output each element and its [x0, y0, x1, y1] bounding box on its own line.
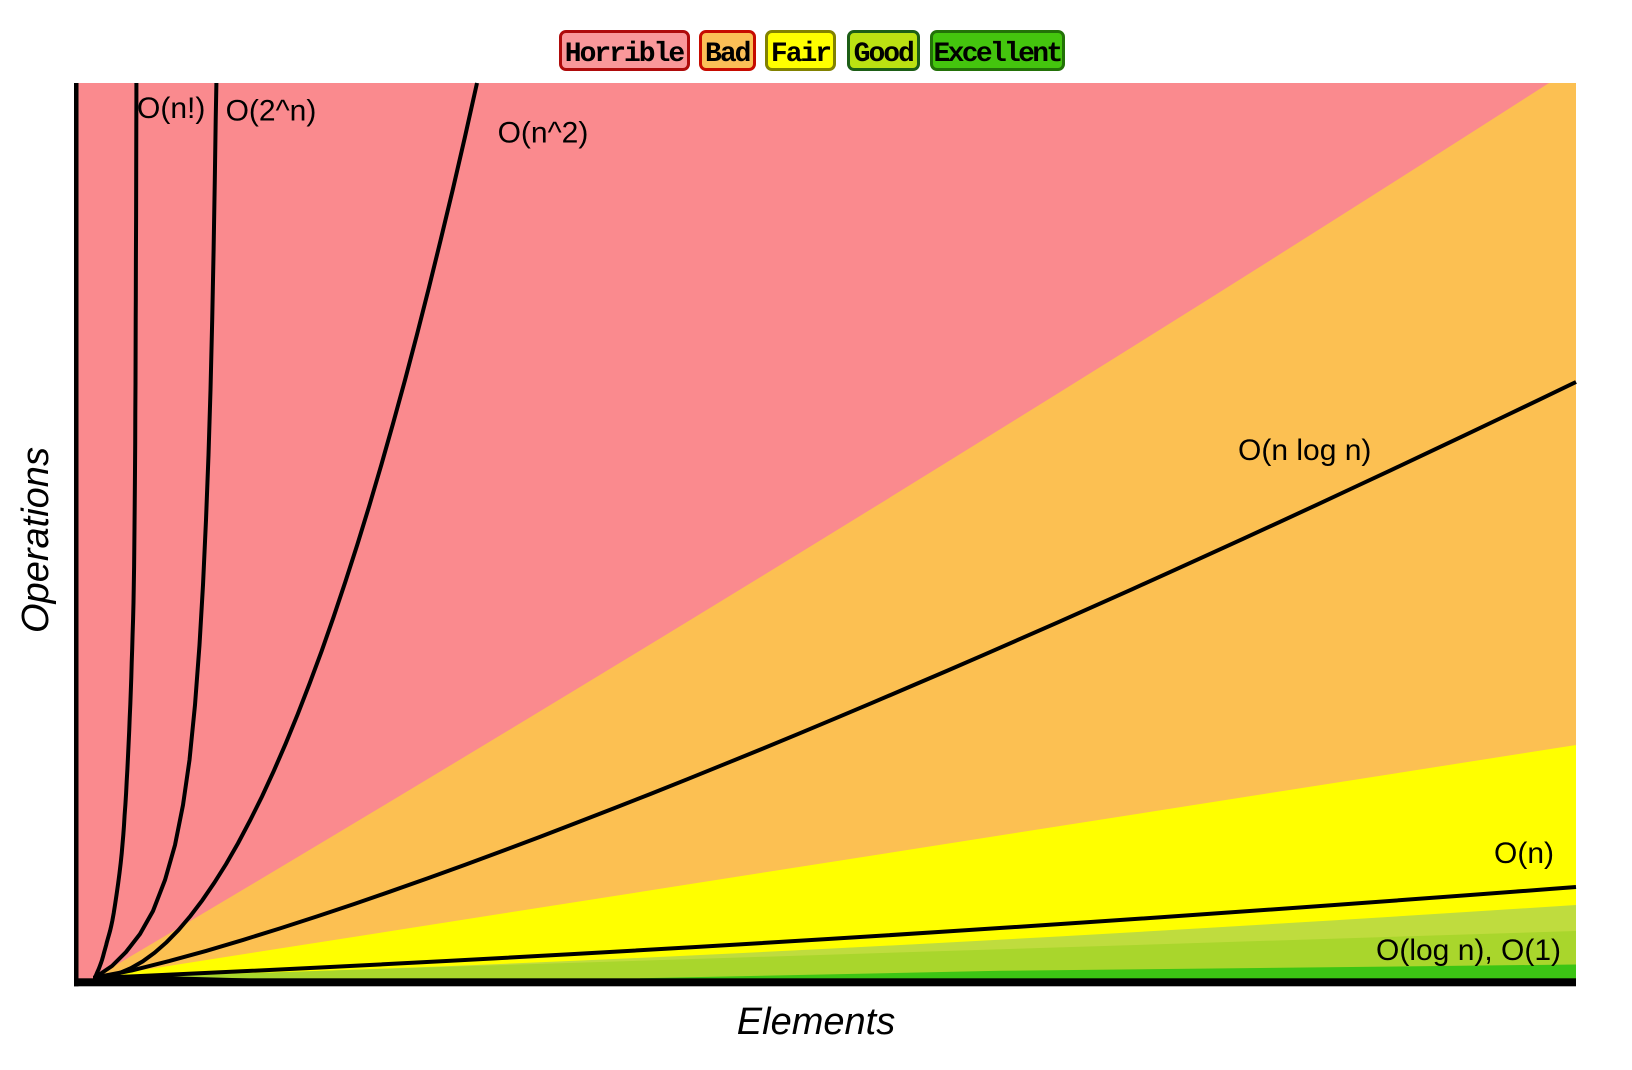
svg-text:Operations: Operations: [15, 447, 57, 633]
svg-text:O(n log n): O(n log n): [1238, 434, 1371, 467]
svg-text:Elements: Elements: [737, 1001, 895, 1043]
svg-text:O(n^2): O(n^2): [498, 117, 589, 150]
svg-text:O(n!): O(n!): [137, 92, 205, 125]
svg-text:O(n): O(n): [1494, 837, 1554, 870]
svg-text:O(log n), O(1): O(log n), O(1): [1376, 934, 1561, 967]
svg-text:O(2^n): O(2^n): [226, 95, 317, 128]
